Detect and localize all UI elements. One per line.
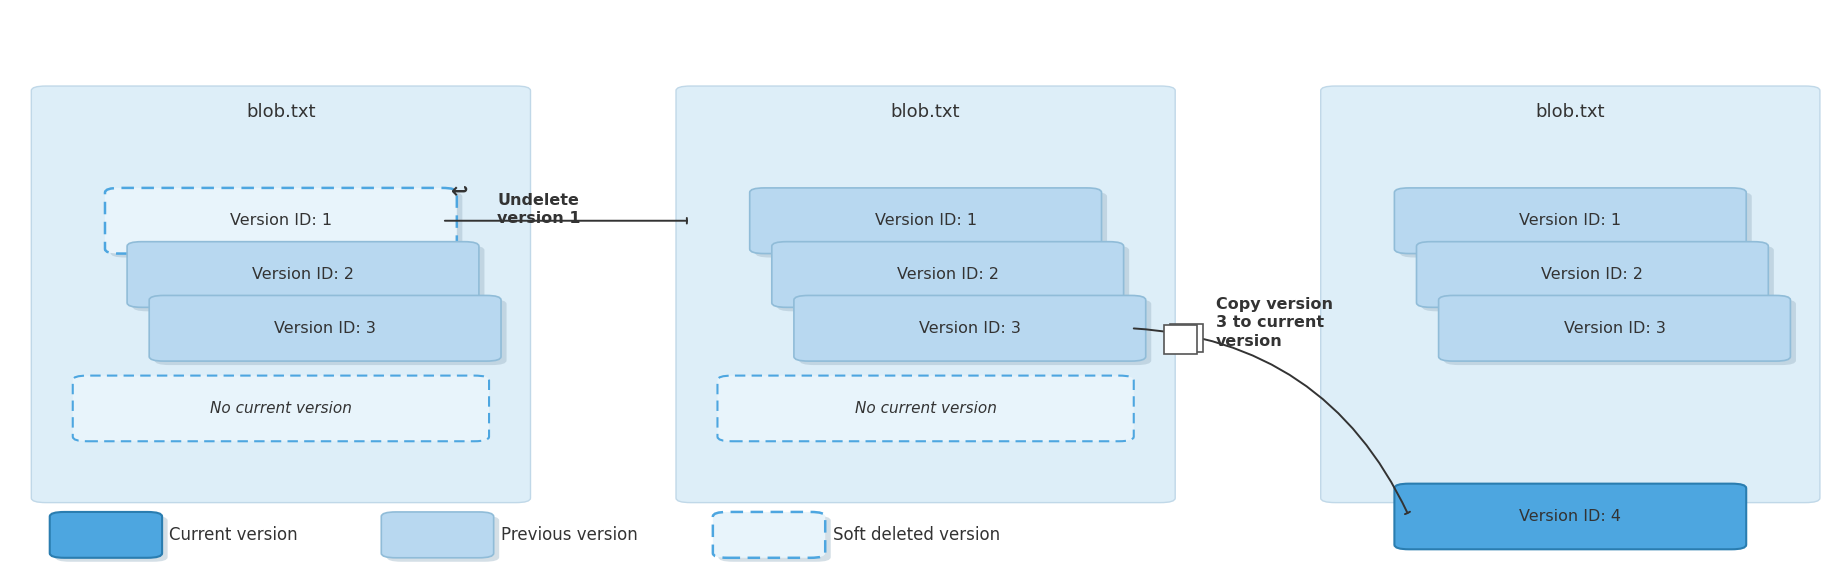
FancyBboxPatch shape bbox=[1444, 299, 1796, 365]
FancyBboxPatch shape bbox=[111, 192, 462, 258]
Text: Version ID: 3: Version ID: 3 bbox=[274, 321, 376, 336]
FancyBboxPatch shape bbox=[31, 86, 530, 503]
Text: ↩: ↩ bbox=[451, 182, 470, 203]
Text: Copy version
3 to current
version: Copy version 3 to current version bbox=[1216, 297, 1334, 349]
FancyBboxPatch shape bbox=[717, 376, 1133, 441]
FancyBboxPatch shape bbox=[777, 246, 1129, 311]
Text: blob.txt: blob.txt bbox=[892, 103, 960, 121]
FancyBboxPatch shape bbox=[381, 512, 494, 558]
FancyBboxPatch shape bbox=[1170, 324, 1203, 352]
FancyBboxPatch shape bbox=[676, 86, 1175, 503]
Text: Version ID: 2: Version ID: 2 bbox=[252, 267, 354, 282]
FancyBboxPatch shape bbox=[149, 295, 501, 361]
Text: Current version: Current version bbox=[169, 526, 298, 544]
FancyBboxPatch shape bbox=[105, 188, 457, 254]
Text: blob.txt: blob.txt bbox=[1536, 103, 1604, 121]
Text: Version ID: 2: Version ID: 2 bbox=[1542, 267, 1643, 282]
FancyBboxPatch shape bbox=[713, 512, 825, 558]
FancyBboxPatch shape bbox=[794, 295, 1146, 361]
Text: Previous version: Previous version bbox=[501, 526, 637, 544]
FancyBboxPatch shape bbox=[55, 516, 168, 561]
Text: Version ID: 4: Version ID: 4 bbox=[1520, 509, 1621, 524]
FancyBboxPatch shape bbox=[1422, 246, 1774, 311]
FancyBboxPatch shape bbox=[1416, 242, 1768, 307]
FancyBboxPatch shape bbox=[755, 192, 1107, 258]
FancyBboxPatch shape bbox=[799, 299, 1151, 365]
FancyBboxPatch shape bbox=[1400, 192, 1752, 258]
Text: Version ID: 3: Version ID: 3 bbox=[919, 321, 1020, 336]
FancyBboxPatch shape bbox=[1394, 188, 1746, 254]
FancyBboxPatch shape bbox=[133, 246, 484, 311]
FancyBboxPatch shape bbox=[387, 516, 499, 561]
Text: Soft deleted version: Soft deleted version bbox=[833, 526, 1000, 544]
Text: blob.txt: blob.txt bbox=[247, 103, 315, 121]
FancyBboxPatch shape bbox=[718, 516, 831, 561]
Text: Version ID: 2: Version ID: 2 bbox=[897, 267, 998, 282]
FancyBboxPatch shape bbox=[74, 376, 488, 441]
FancyBboxPatch shape bbox=[50, 512, 162, 558]
FancyBboxPatch shape bbox=[772, 242, 1124, 307]
FancyBboxPatch shape bbox=[1164, 325, 1197, 354]
Text: Version ID: 3: Version ID: 3 bbox=[1564, 321, 1665, 336]
FancyBboxPatch shape bbox=[1321, 86, 1820, 503]
Text: Version ID: 1: Version ID: 1 bbox=[1520, 213, 1621, 228]
FancyBboxPatch shape bbox=[155, 299, 507, 365]
FancyBboxPatch shape bbox=[750, 188, 1102, 254]
Text: Undelete
version 1: Undelete version 1 bbox=[497, 192, 580, 226]
Text: No current version: No current version bbox=[855, 401, 997, 416]
FancyBboxPatch shape bbox=[1394, 483, 1746, 549]
Text: Version ID: 1: Version ID: 1 bbox=[875, 213, 976, 228]
Text: No current version: No current version bbox=[210, 401, 352, 416]
FancyBboxPatch shape bbox=[1439, 295, 1790, 361]
FancyBboxPatch shape bbox=[127, 242, 479, 307]
Text: Version ID: 1: Version ID: 1 bbox=[230, 213, 332, 228]
